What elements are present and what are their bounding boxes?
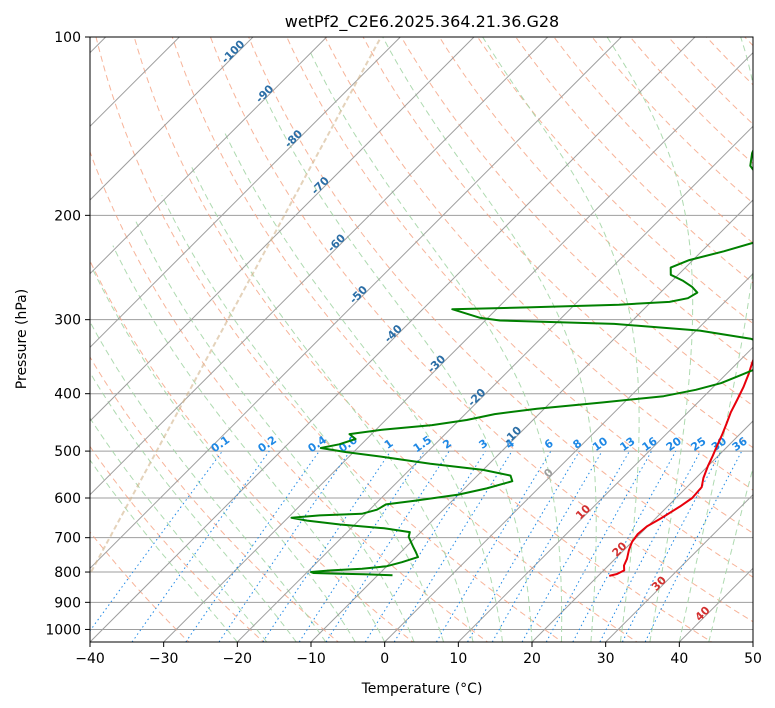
isotherm-line	[90, 37, 254, 201]
y-tick-label: 700	[54, 531, 81, 547]
mixing-ratio-line	[218, 450, 351, 642]
dry-adiabat-line	[95, 37, 564, 642]
y-tick-label: 100	[54, 30, 81, 46]
moist-adiabat-line	[382, 37, 597, 642]
isotherm-line	[310, 199, 753, 642]
y-axis-ticks: 100 200 300 400 500 600 700 800 900 1000	[45, 30, 90, 638]
moist-adiabat-line	[708, 466, 753, 642]
dry-adiabat-line	[90, 259, 414, 642]
moist-adiabat-line	[482, 37, 640, 642]
dry-adiabat-line	[209, 37, 753, 623]
data-series	[290, 148, 753, 577]
x-tick-label: 20	[523, 651, 541, 667]
isotherm-line	[163, 51, 753, 642]
x-axis-ticks: −40 −30 −20 −10 0 10 20 30 40 50	[75, 642, 762, 667]
lcl-curve	[90, 37, 382, 577]
isotherm-line	[457, 346, 753, 642]
isotherm-line	[90, 37, 475, 422]
moist-adiabat-line	[308, 49, 563, 642]
isotherm-line	[605, 493, 753, 642]
mixing-ratio-line	[599, 450, 701, 642]
mixing-ratio-line	[393, 450, 513, 642]
mixing-ratio-line	[364, 450, 486, 642]
moist-adiabat-line	[90, 320, 327, 642]
y-tick-label: 900	[54, 595, 81, 611]
x-tick-label: −10	[296, 651, 326, 667]
isotherm-line	[90, 37, 549, 496]
y-axis-label: Pressure (hPa)	[14, 289, 30, 389]
y-tick-label: 600	[54, 491, 81, 507]
moist-adiabat-line	[678, 37, 753, 642]
isotherm-line	[90, 37, 328, 275]
x-tick-label: 50	[744, 651, 762, 667]
mixing-ratio-line	[262, 450, 392, 642]
y-tick-label: 500	[54, 444, 81, 460]
moist-adiabat-line	[224, 132, 503, 642]
isotherm-line	[90, 37, 401, 349]
isotherm-line	[90, 37, 696, 642]
y-tick-label: 200	[54, 208, 81, 224]
isotherm-line	[752, 641, 753, 642]
y-tick-label: 300	[54, 313, 81, 329]
mixing-ratio-line	[298, 450, 425, 642]
chart-title: wetPf2_C2E6.2025.364.21.36.G28	[285, 12, 559, 32]
moist-adiabat-line	[606, 37, 694, 642]
isotherm-line	[236, 125, 753, 642]
x-tick-label: −40	[75, 651, 105, 667]
x-axis-label: Temperature (°C)	[361, 681, 483, 697]
x-tick-label: 40	[670, 651, 688, 667]
mixing-ratio-line	[467, 450, 580, 642]
dry-adiabat-line	[770, 24, 775, 645]
x-tick-label: 0	[380, 651, 389, 667]
mixing-ratio-line	[572, 450, 677, 642]
moist-adiabat-line	[263, 94, 533, 642]
x-tick-label: 30	[597, 651, 615, 667]
y-tick-label: 1000	[45, 622, 81, 638]
isotherm-line	[90, 37, 622, 570]
x-tick-label: −30	[149, 651, 179, 667]
mixing-ratio-line	[185, 450, 320, 642]
dry-adiabat-line	[90, 445, 265, 642]
moist-adiabat-line	[135, 221, 415, 642]
moist-adiabat-line	[112, 245, 386, 642]
x-tick-label: −20	[223, 651, 253, 667]
plot-frame	[89, 36, 754, 643]
moist-adiabat-line	[90, 417, 268, 642]
moist-adiabat-line	[161, 195, 445, 642]
y-tick-label: 400	[54, 387, 81, 403]
dry-adiabat-line	[90, 150, 489, 642]
dry-adiabat-line	[133, 37, 638, 642]
dewpoint-profile-line	[290, 148, 753, 577]
moist-adiabat-line	[90, 459, 238, 642]
mixing-ratio-line	[325, 450, 450, 642]
plot-background	[90, 37, 753, 642]
moist-adiabat-line	[91, 267, 356, 642]
x-tick-label: 10	[449, 651, 467, 667]
mixing-ratio-line	[435, 450, 552, 642]
y-tick-label: 800	[54, 565, 81, 581]
dry-adiabat-line	[90, 356, 340, 642]
temperature-profile-line	[608, 357, 753, 577]
background-grid	[90, 24, 775, 645]
isotherm-line	[384, 272, 753, 642]
